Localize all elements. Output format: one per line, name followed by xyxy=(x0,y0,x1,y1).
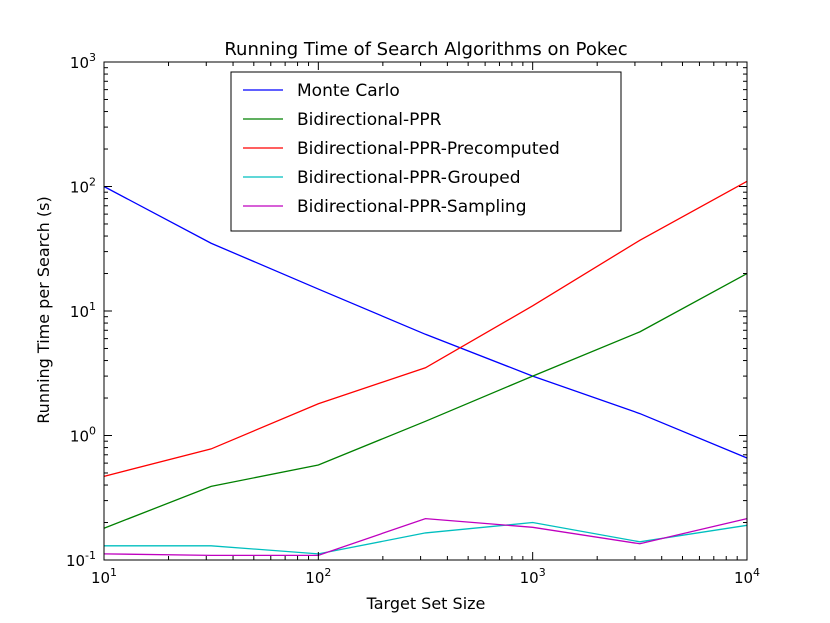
legend-label-1: Bidirectional-PPR xyxy=(297,110,442,130)
legend: Monte Carlo Bidirectional-PPR Bidirectiona… xyxy=(230,71,622,232)
y-axis-label: Running Time per Search (s) xyxy=(34,196,53,423)
legend-box xyxy=(230,71,622,232)
y-tick-label-4: 103 xyxy=(70,51,96,72)
x-axis-label: Target Set Size xyxy=(366,594,486,613)
x-tick-label-2: 103 xyxy=(520,566,546,587)
series-line-3 xyxy=(104,521,748,555)
y-tick-label-3: 102 xyxy=(70,176,96,197)
ticks-layer: 101 102 103 104 10-1 100 101 102 103 xyxy=(66,51,760,587)
y-tick-label-2: 101 xyxy=(70,300,96,321)
legend-label-3: Bidirectional-PPR-Grouped xyxy=(297,168,521,188)
legend-label-0: Monte Carlo xyxy=(297,81,400,101)
chart-title: Running Time of Search Algorithms on Pok… xyxy=(224,39,627,60)
series-layer xyxy=(103,180,748,556)
legend-label-4: Bidirectional-PPR-Sampling xyxy=(297,197,527,217)
series-line-1 xyxy=(103,272,748,529)
series-line-0 xyxy=(103,185,748,459)
x-tick-label-3: 104 xyxy=(734,566,760,587)
y-tick-label-1: 100 xyxy=(70,425,96,446)
y-tick-label-0: 10-1 xyxy=(66,549,96,570)
series-line-4 xyxy=(103,517,748,556)
x-tick-label-0: 101 xyxy=(91,566,117,587)
legend-label-2: Bidirectional-PPR-Precomputed xyxy=(297,139,560,159)
series-line-2 xyxy=(103,180,748,477)
x-tick-label-1: 102 xyxy=(305,566,331,587)
